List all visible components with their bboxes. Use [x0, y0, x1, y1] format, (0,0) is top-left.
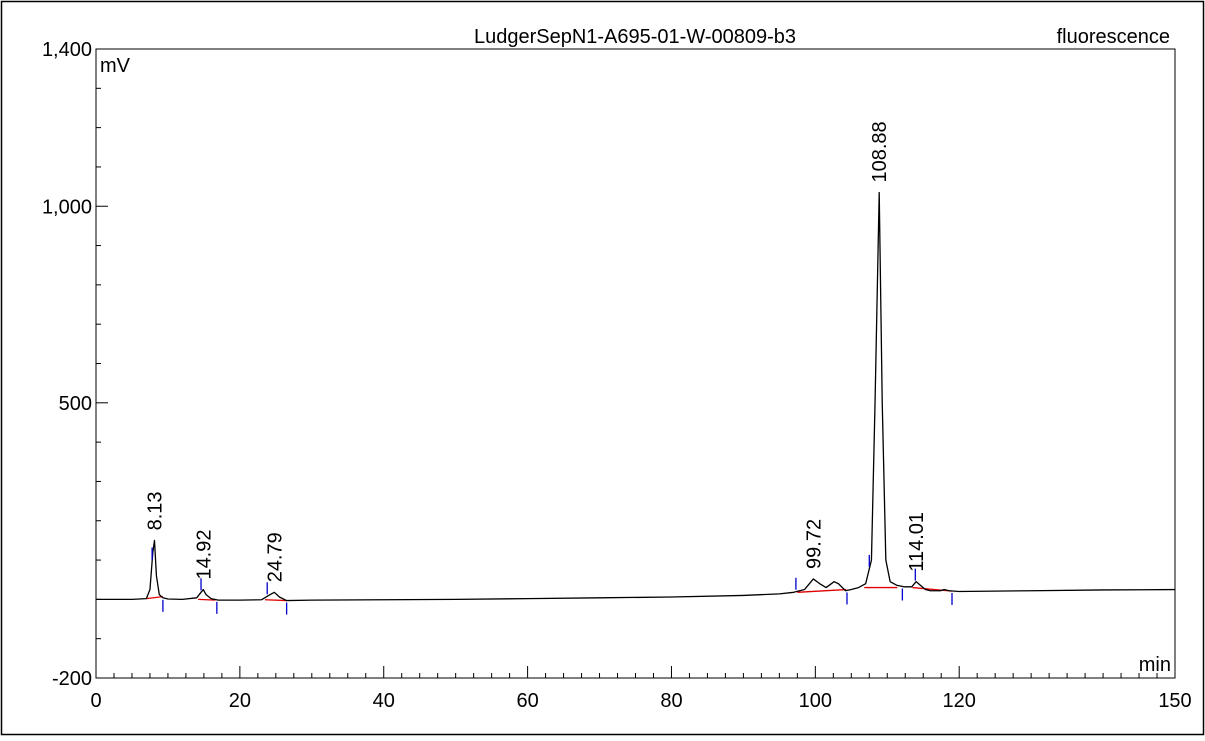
peak-label: 108.88: [869, 121, 891, 182]
baseline-segment: [146, 595, 163, 600]
trace-layer: [96, 191, 1176, 602]
baseline-segment: [198, 598, 216, 601]
y-tick-label: 1,400: [42, 39, 92, 61]
y-axis-unit: mV: [100, 55, 131, 77]
x-tick-label: 150: [1158, 690, 1191, 712]
y-tick-label: 500: [59, 393, 92, 415]
series-trace: [96, 191, 1176, 602]
x-tick-label: 0: [90, 690, 101, 712]
x-tick-label: 60: [516, 690, 538, 712]
x-tick-label: 20: [229, 690, 251, 712]
x-tick-label: 100: [799, 690, 832, 712]
baseline-segment: [265, 599, 287, 602]
peak-labels: 8.13 14.92 24.79 99.72 108.88 114.01: [144, 121, 928, 582]
peak-label: 24.79: [264, 532, 286, 582]
y-tick-label: 1,000: [42, 196, 92, 218]
chart-title: LudgerSepN1-A695-01-W-00809-b3: [474, 26, 796, 48]
baseline-segment: [912, 586, 953, 592]
peak-label: 8.13: [144, 491, 166, 530]
integration-baselines: [146, 586, 953, 602]
x-tick-label: 120: [943, 690, 976, 712]
plot-frame: [95, 48, 1176, 679]
x-axis-unit: min: [1139, 654, 1171, 676]
peak-label: 99.72: [803, 519, 825, 569]
detector-label: fluorescence: [1057, 26, 1170, 48]
peak-label: 14.92: [193, 529, 215, 579]
x-tick-label: 40: [373, 690, 395, 712]
axes: 0 20 40 60 80 100 120 150 -200 500 1,000 1,400: [42, 39, 1192, 712]
y-tick-label: -200: [52, 668, 92, 690]
x-tick-label: 80: [660, 690, 682, 712]
peak-label: 114.01: [906, 512, 928, 572]
baseline-segment: [797, 588, 847, 593]
integration-marks: [151, 547, 953, 615]
